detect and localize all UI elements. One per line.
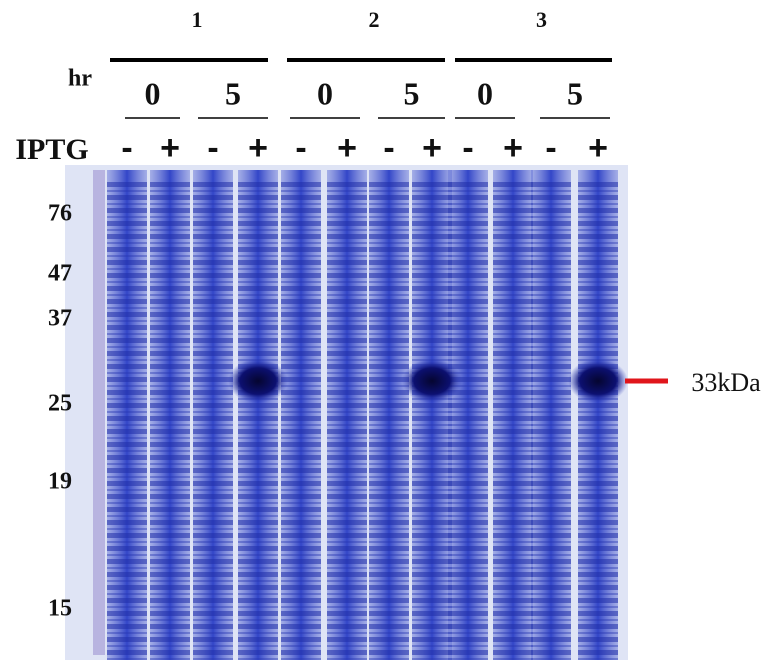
iptg-sign: + xyxy=(160,129,180,167)
iptg-label: IPTG xyxy=(15,133,88,166)
ladder-marker: 15 xyxy=(48,596,72,622)
iptg-sign: - xyxy=(545,129,556,167)
hour-label: 0 xyxy=(317,75,333,111)
annotation: 33kDa xyxy=(691,368,761,397)
iptg-sign: + xyxy=(503,129,523,167)
iptg-sign: - xyxy=(121,129,132,167)
group-label: 1 xyxy=(192,7,203,32)
ladder-marker: 25 xyxy=(48,391,72,417)
lane-bands xyxy=(448,180,488,660)
iptg-sign: - xyxy=(295,129,306,167)
hour-label: 0 xyxy=(145,75,161,111)
ladder-marker: 19 xyxy=(48,469,72,495)
overexpressed-band xyxy=(402,359,462,403)
iptg-sign: - xyxy=(462,129,473,167)
ladder-marker: 47 xyxy=(48,261,72,287)
lane-bands xyxy=(107,180,147,660)
lane-bands xyxy=(327,180,367,660)
iptg-sign: + xyxy=(337,129,357,167)
group-label: 2 xyxy=(369,7,380,32)
lane-bands xyxy=(412,180,452,660)
ladder-marker: 37 xyxy=(48,306,72,332)
lane-bands xyxy=(238,180,278,660)
ladder-lane xyxy=(93,170,105,655)
lane-bands xyxy=(578,180,618,660)
lane-bands xyxy=(531,180,571,660)
lane-bands xyxy=(369,180,409,660)
lane-bands xyxy=(281,180,321,660)
hour-label: 5 xyxy=(225,75,241,111)
iptg-sign: + xyxy=(248,129,268,167)
iptg-sign: - xyxy=(207,129,218,167)
hr-label: hr xyxy=(68,66,92,92)
iptg-sign: + xyxy=(422,129,442,167)
lane-bands xyxy=(493,180,533,660)
iptg-sign: + xyxy=(588,129,608,167)
group-label: 3 xyxy=(536,7,547,32)
hour-label: 5 xyxy=(567,75,583,111)
overexpressed-band xyxy=(228,359,288,403)
hour-label: 0 xyxy=(477,75,493,111)
hour-label: 5 xyxy=(404,75,420,111)
ladder-marker: 76 xyxy=(48,201,72,227)
lane-bands xyxy=(150,180,190,660)
lane-bands xyxy=(193,180,233,660)
overexpressed-band xyxy=(568,359,628,403)
iptg-sign: - xyxy=(383,129,394,167)
